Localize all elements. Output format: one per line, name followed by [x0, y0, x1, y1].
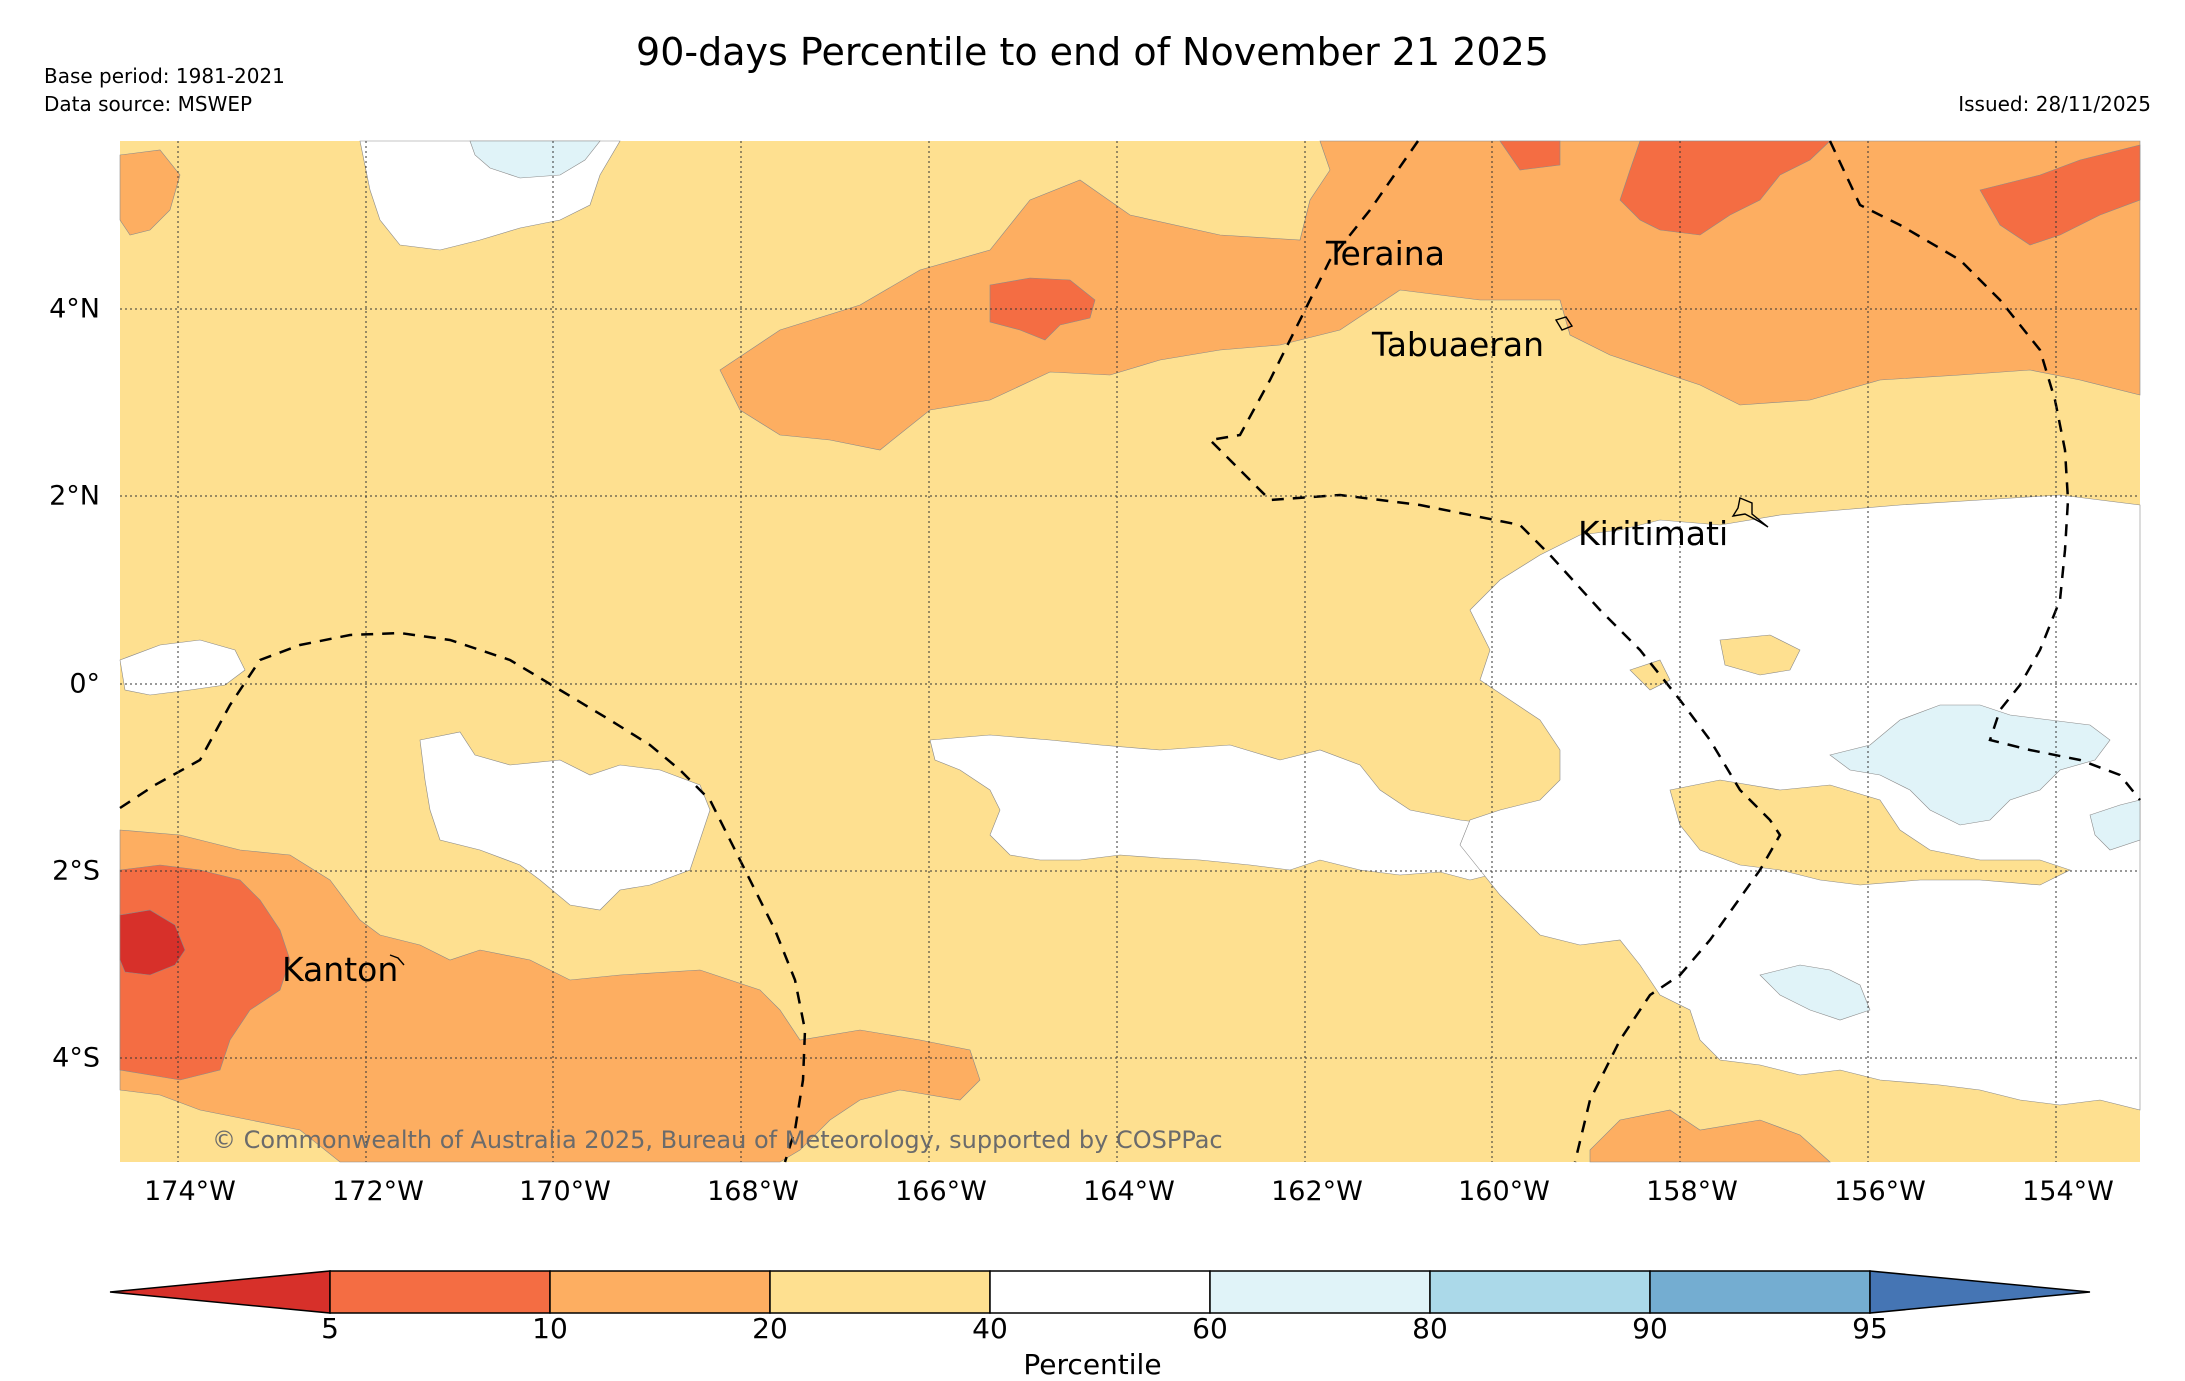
lon-label-170w: 170°W — [519, 1176, 611, 1207]
place-label-kanton: Kanton — [282, 950, 399, 989]
lat-label-4n: 4°N — [49, 293, 100, 325]
lon-label-160w: 160°W — [1458, 1176, 1550, 1207]
base-period-text: Base period: 1981-2021 — [44, 64, 285, 88]
region-60-80-north — [469, 140, 601, 179]
colorbar-tick-20: 20 — [752, 1312, 788, 1345]
colorbar-swatch-10-20 — [549, 1270, 771, 1314]
colorbar-above-95-extend — [1869, 1270, 2091, 1314]
place-label-tabuaeran: Tabuaeran — [1372, 325, 1545, 364]
colorbar-swatch-60-80 — [1209, 1270, 1431, 1314]
lat-label-4s: 4°S — [52, 1042, 100, 1074]
colorbar-tick-5: 5 — [321, 1312, 339, 1345]
region-below-5-west — [119, 909, 186, 976]
region-10-20-southeast-blob — [1589, 1109, 1831, 1163]
eez-boundary-line-islands-east — [1828, 140, 2141, 801]
region-40-60-west-south — [419, 731, 711, 911]
tabuaeran-island-outline — [1554, 316, 1574, 331]
copyright-text: © Commonwealth of Australia 2025, Bureau… — [212, 1126, 1223, 1154]
colorbar-label: Percentile — [1023, 1348, 1162, 1381]
region-10-20-northwest-blob — [119, 149, 181, 236]
kiritimati-island-outline — [1731, 497, 1769, 528]
data-source-text: Data source: MSWEP — [44, 92, 253, 116]
colorbar-swatch-40-60 — [989, 1270, 1211, 1314]
lon-label-158w: 158°W — [1646, 1176, 1738, 1207]
region-40-60-west-equator — [119, 639, 246, 696]
colorbar-swatch-20-40 — [769, 1270, 991, 1314]
map-title: 90-days Percentile to end of November 21… — [636, 30, 1549, 74]
colorbar-tick-95: 95 — [1852, 1312, 1888, 1345]
colorbar-tick-80: 80 — [1412, 1312, 1448, 1345]
colorbar-swatch-90-95 — [1649, 1270, 1871, 1314]
place-label-kiritimati: Kiritimati — [1578, 514, 1729, 553]
colorbar-tick-40: 40 — [972, 1312, 1008, 1345]
colorbar-tick-60: 60 — [1192, 1312, 1228, 1345]
region-10-20-west — [119, 829, 981, 1163]
graticule — [120, 141, 2140, 1162]
place-label-teraina: Teraina — [1326, 234, 1445, 273]
colorbar-tick-10: 10 — [532, 1312, 568, 1345]
eez-boundary-phoenix — [119, 631, 807, 1163]
lat-label-0: 0° — [69, 668, 100, 700]
lon-label-156w: 156°W — [1834, 1176, 1926, 1207]
colorbar-swatch-5-10 — [329, 1270, 551, 1314]
lon-label-164w: 164°W — [1083, 1176, 1175, 1207]
region-5-10-north — [989, 277, 1096, 341]
region-60-80-east — [1759, 704, 2141, 1021]
lon-label-172w: 172°W — [332, 1176, 424, 1207]
lon-label-166w: 166°W — [895, 1176, 987, 1207]
colorbar-tick-90: 90 — [1632, 1312, 1668, 1345]
kanton-island-outline — [389, 954, 405, 966]
region-5-10-northeast — [1499, 140, 2141, 246]
lon-label-168w: 168°W — [707, 1176, 799, 1207]
lat-label-2n: 2°N — [49, 480, 100, 512]
issued-date-text: Issued: 28/11/2025 — [1958, 92, 2151, 116]
lon-label-174w: 174°W — [144, 1176, 236, 1207]
region-40-60-central — [929, 734, 1541, 881]
region-20-40-east-island — [1629, 634, 2071, 886]
eez-boundary-line-islands-west — [1207, 140, 1782, 1163]
colorbar-below-5-extend — [109, 1270, 331, 1314]
region-10-20-north-band — [719, 140, 2141, 451]
lat-label-2s: 2°S — [52, 855, 100, 887]
lon-label-154w: 154°W — [2022, 1176, 2114, 1207]
lon-label-162w: 162°W — [1271, 1176, 1363, 1207]
colorbar-swatch-80-90 — [1429, 1270, 1651, 1314]
